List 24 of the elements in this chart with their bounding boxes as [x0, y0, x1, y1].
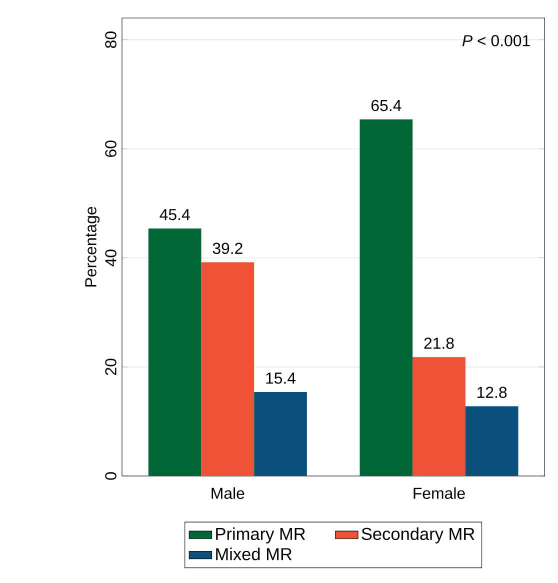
bar	[254, 392, 307, 476]
y-tick-label: 80	[105, 32, 116, 48]
bar	[360, 119, 413, 476]
legend-label: Mixed MR	[216, 548, 292, 560]
bar	[412, 357, 466, 476]
data-label: 65.4	[371, 100, 402, 112]
y-tick-label: 20	[105, 358, 116, 376]
y-tick-label: 60	[105, 140, 116, 157]
legend-label: Secondary MR	[362, 527, 474, 544]
data-label: 12.8	[478, 386, 507, 398]
data-label: 15.4	[266, 372, 296, 384]
data-label: 21.8	[424, 338, 454, 349]
y-axis-title: Percentage	[85, 206, 100, 286]
data-label: 45.4	[160, 209, 190, 220]
bar	[465, 406, 518, 476]
bar	[201, 262, 254, 476]
y-tick-label: 0	[105, 472, 116, 480]
annotation: P < 0.001	[462, 35, 530, 46]
x-tick-label: Male	[212, 487, 244, 499]
x-tick-label: Female	[414, 487, 465, 499]
data-label: 39.2	[212, 242, 242, 254]
bar	[148, 228, 202, 476]
legend-label: Primary MR	[216, 527, 306, 544]
y-tick-label: 40	[105, 250, 116, 266]
